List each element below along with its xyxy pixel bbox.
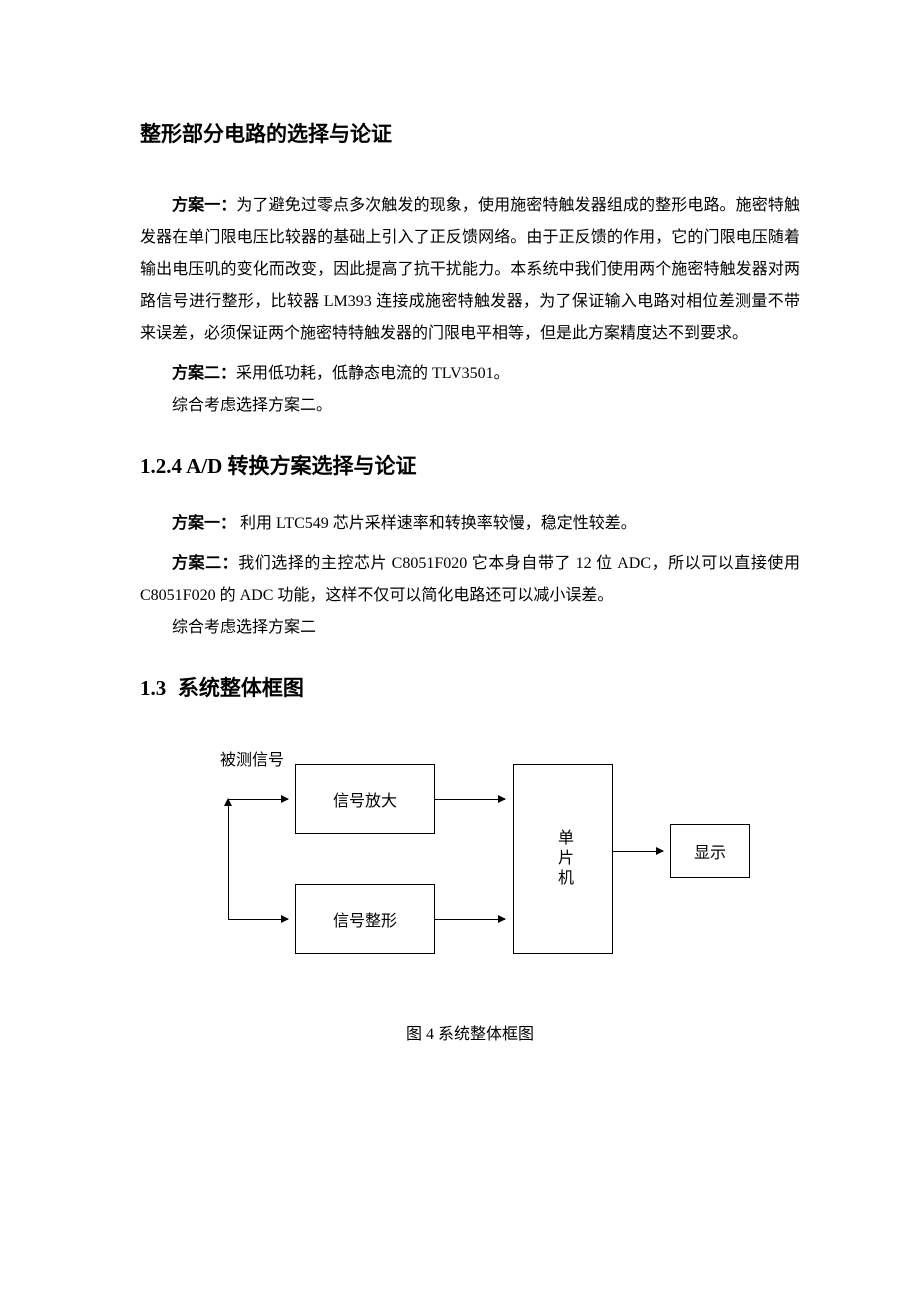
plan2-ad-lead: 方案二：: [172, 555, 238, 572]
section-heading-block: 1.3 系统整体框图: [140, 672, 800, 702]
heading-block-num: 1.3: [140, 676, 166, 700]
plan1-ad-chip: LTC549: [276, 515, 329, 532]
diagram-input-label: 被测信号: [220, 746, 284, 770]
plan2-chip: TLV3501: [432, 365, 494, 382]
system-block-diagram: 被测信号信号放大信号整形单片机显示: [180, 746, 740, 976]
plan1-lead: 方案一：: [172, 197, 236, 214]
diagram-arrow-shape-mcu: [435, 919, 505, 920]
plan1-shaping-para: 方案一：为了避免过零点多次触发的现象，使用施密特触发器组成的整形电路。施密特触发…: [140, 190, 800, 350]
plan2-ad-para: 方案二：我们选择的主控芯片 C8051F020 它本身自带了 12 位 ADC，…: [140, 548, 800, 612]
diagram-feedback-vertical: [228, 799, 229, 919]
plan2-shaping-para: 方案二：采用低功耗，低静态电流的 TLV3501。: [140, 358, 800, 390]
diagram-box-shaping: 信号整形: [295, 884, 435, 954]
figure-caption: 图 4 系统整体框图: [140, 1020, 800, 1044]
plan2-ad-text-b: 它本身自带了: [467, 555, 575, 572]
plan2-ad-text-d: ，所以可以直接使用: [651, 555, 800, 572]
section-heading-shaping: 整形部分电路的选择与论证: [140, 118, 800, 148]
document-page: 整形部分电路的选择与论证 方案一：为了避免过零点多次触发的现象，使用施密特触发器…: [0, 0, 920, 1104]
plan2-lead: 方案二：: [172, 365, 236, 382]
diagram-arrow-input: [228, 799, 288, 800]
plan2-ad-adc2: ADC: [240, 587, 274, 604]
diagram-box-amplifier: 信号放大: [295, 764, 435, 834]
section1-conclusion: 综合考虑选择方案二。: [140, 390, 800, 422]
caption-text: 系统整体框图: [434, 1026, 534, 1043]
diagram-box-mcu: 单片机: [513, 764, 613, 954]
plan1-ad-lead: 方案一：: [172, 515, 236, 532]
section-heading-ad: 1.2.4 A/D 转换方案选择与论证: [140, 450, 800, 480]
plan2-ad-text-a: 我们选择的主控芯片: [238, 555, 391, 572]
heading-block-cn: 系统整体框图: [178, 677, 304, 700]
plan1-ad-text-b: 芯片采样速率和转换率较慢，稳定性较差。: [329, 515, 637, 532]
plan2-ad-text-e: 的: [216, 587, 240, 604]
section2-conclusion: 综合考虑选择方案二: [140, 612, 800, 644]
heading-ad-num: 1.2.4 A/D: [140, 454, 228, 478]
diagram-feedback-horizontal: [228, 919, 288, 920]
plan1-ad-text-a: 利用: [236, 515, 276, 532]
diagram-arrow-mcu-display: [613, 851, 663, 852]
plan2-ad-chip1: C8051F020: [392, 555, 468, 572]
plan2-ad-bits: 12: [576, 555, 592, 572]
plan2-text-b: 。: [494, 365, 510, 382]
plan1-chip: LM393: [324, 293, 372, 310]
plan1-ad-para: 方案一： 利用 LTC549 芯片采样速率和转换率较慢，稳定性较差。: [140, 508, 800, 540]
caption-num: 4: [426, 1026, 434, 1043]
plan2-ad-text-c: 位: [592, 555, 618, 572]
caption-prefix: 图: [406, 1026, 426, 1043]
diagram-box-display: 显示: [670, 824, 750, 878]
heading-ad-cn: 转换方案选择与论证: [228, 455, 417, 478]
plan2-ad-adc: ADC: [617, 555, 651, 572]
plan2-ad-chip2: C8051F020: [140, 587, 216, 604]
diagram-arrow-amp-mcu: [435, 799, 505, 800]
plan2-text-a: 采用低功耗，低静态电流的: [236, 365, 432, 382]
plan2-ad-text-f: 功能，这样不仅可以简化电路还可以减小误差。: [273, 587, 613, 604]
